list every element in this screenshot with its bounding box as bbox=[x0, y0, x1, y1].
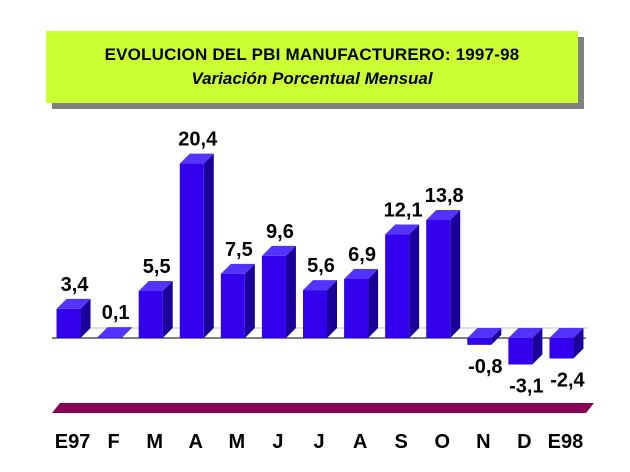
bar-top bbox=[344, 269, 379, 280]
bar-top bbox=[97, 327, 132, 338]
bar-10 bbox=[467, 328, 502, 345]
bar-side bbox=[80, 298, 91, 338]
bar-2 bbox=[138, 280, 173, 338]
bar-front bbox=[220, 273, 245, 338]
bar-front bbox=[179, 163, 204, 338]
bar-value-label: 6,9 bbox=[348, 244, 376, 266]
chart-subtitle: Variación Porcentual Mensual bbox=[191, 69, 433, 88]
category-label: E98 bbox=[548, 431, 584, 453]
bar-front bbox=[508, 338, 533, 365]
bar-7 bbox=[344, 269, 379, 338]
bar-front bbox=[426, 220, 451, 338]
bar-side bbox=[450, 210, 461, 338]
category-label: J bbox=[313, 431, 324, 453]
bar-front bbox=[344, 279, 369, 338]
bar-0 bbox=[56, 298, 91, 338]
bar-top bbox=[261, 245, 296, 256]
bar-front bbox=[303, 290, 327, 338]
bar-value-label: 5,6 bbox=[307, 255, 335, 277]
bar-6 bbox=[303, 280, 337, 338]
bar-9 bbox=[426, 210, 461, 338]
bar-1 bbox=[97, 327, 132, 339]
bar-side bbox=[121, 327, 132, 338]
bar-front bbox=[97, 337, 122, 339]
bar-front bbox=[385, 234, 410, 338]
category-label: E97 bbox=[55, 431, 91, 453]
bar-value-label: 20,4 bbox=[178, 129, 218, 151]
bar-top bbox=[467, 328, 502, 338]
bar-12 bbox=[549, 328, 584, 359]
bar-value-label: 7,5 bbox=[225, 239, 253, 261]
bar-11 bbox=[508, 328, 543, 365]
bar-top bbox=[385, 224, 420, 235]
chart-title-box: EVOLUCION DEL PBI MANUFACTURERO: 1997-98… bbox=[46, 31, 578, 103]
base-band bbox=[52, 403, 594, 413]
bar-top bbox=[138, 280, 173, 291]
bar-top bbox=[508, 328, 543, 338]
bar-value-label: -2,4 bbox=[550, 370, 585, 392]
bar-top bbox=[303, 280, 337, 291]
bar-side bbox=[244, 263, 255, 338]
bar-side bbox=[285, 245, 296, 338]
bar-front bbox=[549, 338, 574, 359]
category-label: M bbox=[229, 431, 246, 453]
category-label: D bbox=[517, 431, 531, 453]
category-label: A bbox=[353, 431, 367, 453]
bar-top bbox=[220, 263, 255, 274]
bar-side bbox=[368, 269, 379, 338]
bar-3 bbox=[179, 153, 214, 338]
bar-side bbox=[203, 153, 214, 338]
bar-top bbox=[179, 153, 214, 164]
bar-value-label: -0,8 bbox=[468, 356, 502, 378]
bar-value-label: 3,4 bbox=[61, 274, 90, 296]
bar-5 bbox=[261, 245, 296, 338]
category-label: O bbox=[434, 431, 450, 453]
bar-side bbox=[327, 280, 337, 338]
bar-value-label: 5,5 bbox=[143, 256, 171, 278]
category-label: S bbox=[394, 431, 407, 453]
bar-front bbox=[467, 338, 492, 345]
category-label: N bbox=[476, 431, 490, 453]
bar-top bbox=[549, 328, 584, 338]
bar-value-label: -3,1 bbox=[509, 376, 543, 398]
bar-top bbox=[426, 210, 461, 221]
bar-top bbox=[56, 298, 91, 309]
category-label: J bbox=[272, 431, 283, 453]
category-label: A bbox=[189, 431, 203, 453]
bar-side bbox=[532, 328, 543, 365]
bar-4 bbox=[220, 263, 255, 338]
bar-value-label: 12,1 bbox=[384, 200, 423, 222]
bar-value-label: 13,8 bbox=[425, 185, 464, 207]
bar-value-label: 9,6 bbox=[266, 221, 294, 243]
bar-value-label: 0,1 bbox=[102, 302, 130, 324]
category-label: F bbox=[108, 431, 120, 453]
bar-side bbox=[573, 328, 584, 359]
bar-front bbox=[138, 290, 163, 338]
bar-front bbox=[261, 255, 286, 338]
bar-side bbox=[491, 328, 502, 345]
bar-side bbox=[409, 224, 420, 338]
bar-front bbox=[56, 308, 81, 338]
bar-side bbox=[162, 280, 173, 338]
bar-8 bbox=[385, 224, 420, 338]
chart-title: EVOLUCION DEL PBI MANUFACTURERO: 1997-98 bbox=[104, 45, 520, 64]
category-label: M bbox=[146, 431, 163, 453]
